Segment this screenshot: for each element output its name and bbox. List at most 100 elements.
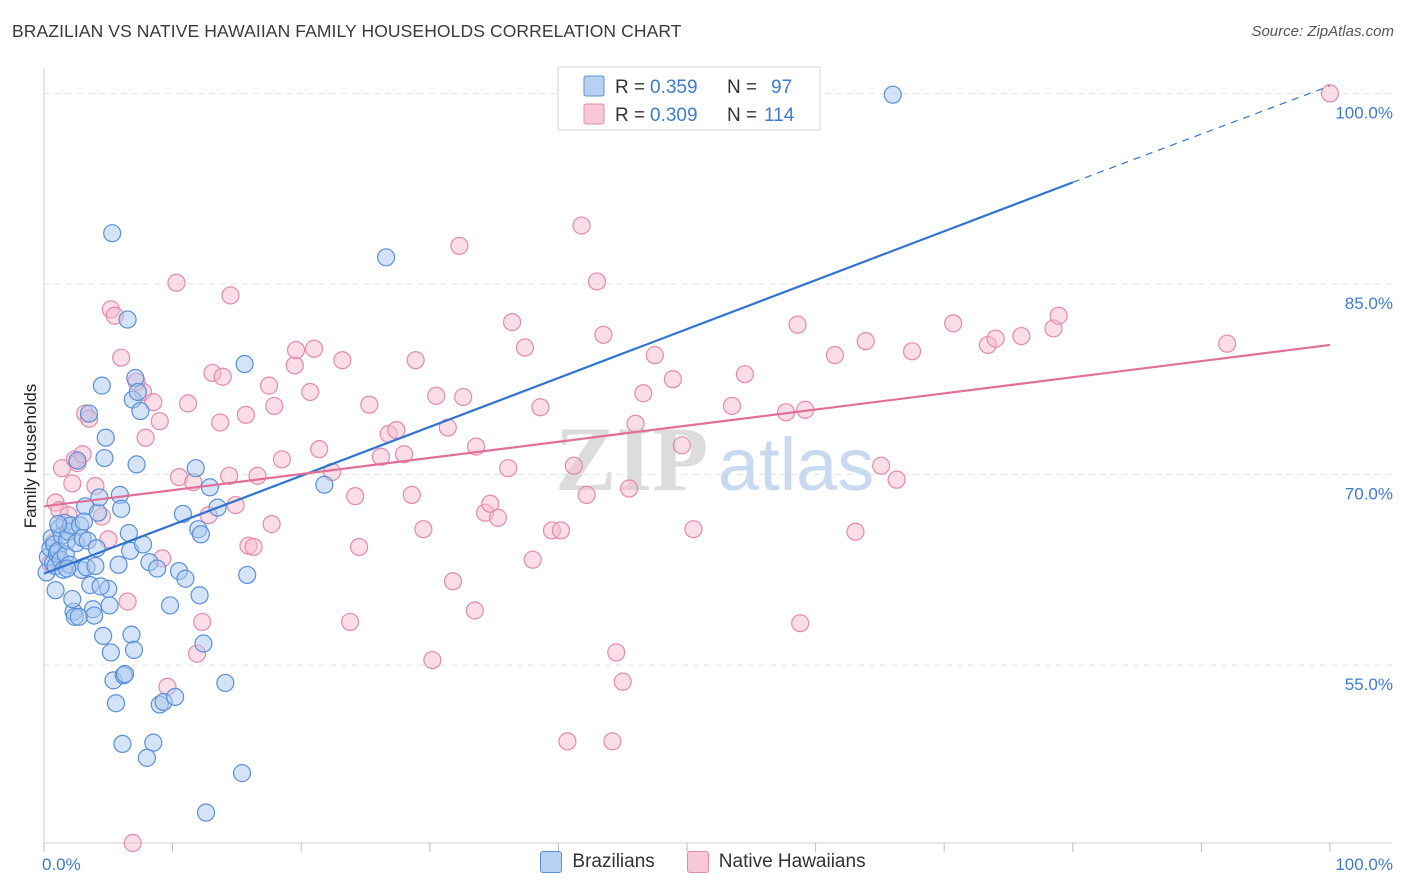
brazilians-point bbox=[127, 455, 146, 474]
native-hawaiians-point bbox=[236, 405, 256, 424]
native-hawaiians-point bbox=[465, 601, 484, 620]
legend-r-label-2: R = bbox=[615, 105, 645, 126]
native-hawaiians-point bbox=[788, 315, 807, 334]
series-native-hawaiians bbox=[41, 84, 1340, 853]
legend-r-value-2: 0.309 bbox=[650, 105, 698, 126]
bottom-legend: Brazilians Native Hawaiians bbox=[0, 851, 1406, 873]
native-hawaiians-point bbox=[902, 342, 922, 361]
native-hawaiians-point bbox=[248, 466, 267, 485]
brazilians-point bbox=[115, 664, 135, 684]
brazilians-point bbox=[137, 748, 156, 767]
native-hawaiians-point bbox=[333, 351, 352, 370]
brazilians-point bbox=[63, 589, 82, 609]
native-hawaiians-point bbox=[856, 332, 875, 351]
brazilians-trend-extension bbox=[1072, 85, 1331, 183]
brazilians-point bbox=[315, 475, 334, 494]
native-hawaiians-point bbox=[244, 537, 263, 557]
axes bbox=[43, 68, 1392, 852]
brazilians-point bbox=[94, 626, 113, 646]
legend-r-value-1: 0.359 bbox=[650, 77, 698, 98]
native-hawaiians-point bbox=[607, 643, 626, 662]
brazilians-point bbox=[118, 310, 137, 329]
native-hawaiians-point bbox=[634, 384, 653, 403]
native-hawaiians-point bbox=[414, 520, 433, 539]
native-hawaiians-point bbox=[499, 459, 518, 478]
brazilians-point bbox=[79, 404, 99, 423]
native-hawaiians-point bbox=[488, 508, 508, 527]
native-hawaiians-point bbox=[572, 216, 591, 235]
native-hawaiians-point bbox=[213, 367, 232, 386]
native-hawaiians-point bbox=[626, 414, 645, 433]
y-tick-label: 85.0% bbox=[1345, 294, 1393, 313]
native-hawaiians-point bbox=[112, 348, 131, 367]
native-hawaiians-point bbox=[136, 428, 155, 447]
native-hawaiians-point bbox=[1012, 326, 1031, 346]
y-tick-label: 100.0% bbox=[1335, 103, 1393, 122]
native-hawaiians-point bbox=[603, 732, 622, 751]
brazilians-point bbox=[92, 376, 111, 395]
native-hawaiians-point bbox=[613, 672, 632, 691]
brazilians-point bbox=[238, 565, 257, 585]
brazilians-point bbox=[148, 559, 167, 578]
brazilians-point bbox=[194, 634, 213, 653]
native-hawaiians-point bbox=[340, 612, 360, 632]
native-hawaiians-point bbox=[346, 487, 365, 506]
brazilians-point bbox=[103, 224, 122, 243]
brazilians-point bbox=[106, 694, 126, 713]
legend-n-value-1: 97 bbox=[771, 77, 792, 98]
watermark: ZIP atlas bbox=[555, 408, 874, 510]
native-hawaiians-point bbox=[406, 351, 425, 370]
native-hawaiians-point bbox=[564, 456, 583, 475]
brazilians-point bbox=[86, 556, 105, 576]
brazilians-point bbox=[112, 499, 131, 518]
brazilians-point bbox=[144, 733, 163, 752]
brazilians-point bbox=[68, 451, 87, 470]
brazilians-point bbox=[122, 625, 141, 644]
native-hawaiians-point bbox=[551, 521, 571, 540]
native-hawaiians-point bbox=[220, 466, 239, 485]
native-hawaiians-point bbox=[150, 412, 169, 431]
native-hawaiians-point bbox=[986, 329, 1005, 348]
y-tick-label: 70.0% bbox=[1345, 485, 1393, 504]
native-hawaiians-point bbox=[304, 339, 324, 358]
native-hawaiians-point bbox=[118, 592, 137, 611]
bottom-legend-label-hawaiians: Native Hawaiians bbox=[718, 851, 866, 872]
series-brazilians bbox=[37, 85, 902, 822]
legend-n-label-1: N = bbox=[727, 77, 757, 98]
brazilians-point bbox=[90, 488, 109, 507]
native-hawaiians-point bbox=[944, 314, 963, 333]
bottom-legend-hawaiians: Native Hawaiians bbox=[686, 851, 866, 873]
brazilians-point bbox=[69, 607, 88, 626]
x-tick-label: 0.0% bbox=[42, 855, 81, 874]
brazilians-point bbox=[176, 569, 195, 588]
brazilians-point bbox=[113, 734, 132, 754]
native-hawaiians-point bbox=[394, 445, 414, 464]
native-hawaiians-point bbox=[427, 386, 446, 405]
legend-n-value-2: 114 bbox=[764, 105, 795, 126]
native-hawaiians-point bbox=[360, 395, 379, 414]
brazilians-point bbox=[160, 596, 180, 615]
brazilians-point bbox=[124, 640, 144, 659]
y-tick-label: 55.0% bbox=[1345, 675, 1393, 694]
brazilians-point bbox=[91, 577, 110, 596]
stats-legend: R = 0.359 N = 97 R = 0.309 N = 114 bbox=[557, 66, 821, 131]
native-hawaiians-point bbox=[286, 340, 306, 360]
native-hawaiians-point bbox=[791, 614, 810, 633]
native-hawaiians-point bbox=[123, 833, 142, 853]
grid-lines bbox=[44, 92, 1392, 666]
legend-swatch-hawaiians bbox=[583, 103, 605, 125]
native-hawaiians-point bbox=[594, 325, 613, 344]
native-hawaiians-point bbox=[301, 382, 320, 402]
brazilians-point bbox=[46, 581, 65, 600]
brazilians-point bbox=[128, 382, 147, 402]
brazilians-point bbox=[109, 555, 128, 574]
bottom-legend-label-brazilians: Brazilians bbox=[572, 851, 655, 872]
native-hawaiians-point bbox=[523, 550, 542, 569]
brazilians-point bbox=[883, 85, 902, 104]
native-hawaiians-point bbox=[1218, 334, 1237, 353]
native-hawaiians-point bbox=[887, 470, 906, 489]
y-axis-title: Family Households bbox=[21, 384, 40, 529]
native-hawaiians-point bbox=[825, 346, 844, 365]
native-hawaiians-point bbox=[684, 520, 703, 539]
